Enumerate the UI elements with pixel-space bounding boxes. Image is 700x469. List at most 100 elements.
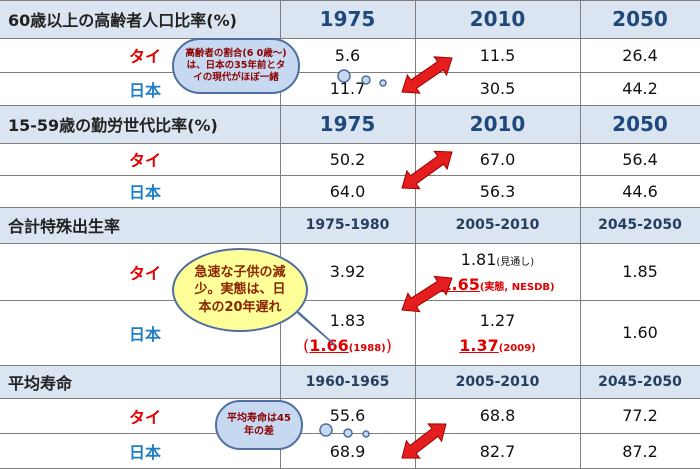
cell-line: 30.5 (480, 79, 516, 98)
header-band (0, 207, 700, 243)
table-cell: 44.6 (580, 175, 700, 207)
callout-bubble: 急速な子供の減少。実態は、日本の20年遅れ (172, 248, 308, 332)
cell-line: 50.2 (330, 150, 366, 169)
table-cell: 68.9 (280, 433, 415, 469)
cell-line: 44.6 (622, 182, 658, 201)
section-title: 15-59歳の勤労世代比率(%) (8, 116, 218, 135)
cell-line: 56.3 (480, 182, 516, 201)
row-border (0, 365, 700, 366)
cell-line: 1.83 (330, 311, 366, 330)
row-border (0, 207, 700, 208)
cell-value: 56.3 (479, 181, 516, 201)
cell-line: 11.5 (480, 46, 516, 65)
cell-line: 87.2 (622, 442, 658, 461)
cell-value: 1.81 (460, 249, 497, 269)
cell-value: 1.85 (622, 262, 658, 281)
table-cell: 56.4 (580, 143, 700, 175)
cell-value: 55.6 (329, 406, 366, 425)
cell-value: 56.4 (622, 149, 658, 169)
column-header: 1960-1965 (305, 373, 390, 390)
paren: ) (385, 335, 392, 355)
cell-line: 67.0 (480, 150, 516, 169)
row-border (0, 72, 700, 73)
cell-value: 30.5 (479, 79, 516, 98)
actual-value: 1.37 (459, 335, 499, 355)
cell-line: 5.6 (335, 46, 360, 65)
cell-line: 26.4 (622, 46, 658, 65)
row-border (0, 300, 700, 301)
cell-value: 77.2 (622, 406, 658, 425)
table-cell: 55.6 (280, 398, 415, 433)
cell-line: 68.9 (330, 442, 366, 461)
cell-line: 1.81(見通し) (461, 250, 534, 269)
table-cell: 67.0 (415, 143, 580, 175)
actual-line: (1.66(1988)) (303, 336, 392, 355)
thought-bubble (337, 69, 351, 83)
row-label: タイ (128, 407, 161, 427)
row-label: 日本 (128, 324, 161, 344)
column-border (415, 0, 416, 469)
row-border (0, 38, 700, 39)
column-border (280, 0, 281, 469)
table-cell: 1.85 (580, 243, 700, 300)
paren: ( (303, 335, 310, 355)
double-arrow (401, 56, 453, 94)
thought-bubble (379, 79, 387, 87)
row-border (0, 0, 700, 1)
cell-value: 44.2 (622, 79, 658, 98)
table-cell: 64.0 (280, 175, 415, 207)
table-cell: 5.6 (280, 38, 415, 72)
row-label: タイ (128, 47, 161, 66)
cell-line: 1.60 (622, 323, 658, 342)
column-header: 2005-2010 (455, 217, 540, 233)
row-label: タイ (128, 151, 161, 170)
cell-value: 3.92 (329, 262, 366, 281)
column-header: 2010 (469, 7, 526, 31)
cell-value: 82.7 (479, 441, 516, 461)
column-header: 2050 (612, 7, 668, 31)
table-cell: 68.8 (415, 398, 580, 433)
table-cell: 1.83 (1.66(1988)) (280, 300, 415, 365)
table-cell: 44.2 (580, 72, 700, 105)
row-border (0, 243, 700, 244)
cell-value: 1.27 (479, 310, 516, 330)
double-arrow (401, 275, 453, 313)
cell-value: 67.0 (479, 149, 516, 169)
row-border (0, 105, 700, 106)
table-cell: 26.4 (580, 38, 700, 72)
thought-bubble (343, 428, 353, 438)
table-cell: 50.2 (280, 143, 415, 175)
cell-line: 44.2 (622, 79, 658, 98)
cell-value: 1.60 (622, 323, 658, 342)
cell-line: 64.0 (330, 182, 366, 201)
thought-bubble (361, 75, 371, 85)
actual-note: (1988) (348, 342, 386, 354)
row-label: タイ (128, 263, 161, 283)
double-arrow (401, 423, 447, 459)
cell-line: 11.7 (330, 79, 366, 98)
header-band (0, 365, 700, 398)
column-header: 1975 (319, 112, 376, 136)
cell-value: 11.5 (479, 45, 516, 65)
table-cell: 1.27 1.37(2009) (415, 300, 580, 365)
actual-note: (実態, NESDB) (479, 281, 555, 293)
column-header: 2010 (469, 112, 526, 136)
cell-line: 3.92 (330, 262, 366, 281)
column-header: 1975 (319, 7, 376, 31)
column-header: 2045-2050 (598, 217, 682, 233)
cell-value: 11.7 (329, 79, 366, 98)
cell-value: 26.4 (622, 45, 658, 65)
column-header: 2050 (612, 112, 668, 136)
cell-line: 68.8 (480, 406, 516, 425)
row-border (0, 398, 700, 399)
double-arrow (401, 150, 453, 190)
row-border (0, 175, 700, 176)
column-header: 1975-1980 (305, 217, 390, 233)
row-border (0, 143, 700, 144)
cell-value: 68.8 (479, 406, 516, 425)
cell-note: (見通し) (496, 256, 535, 268)
actual-value: 1.66 (309, 335, 349, 355)
table-cell: 56.3 (415, 175, 580, 207)
